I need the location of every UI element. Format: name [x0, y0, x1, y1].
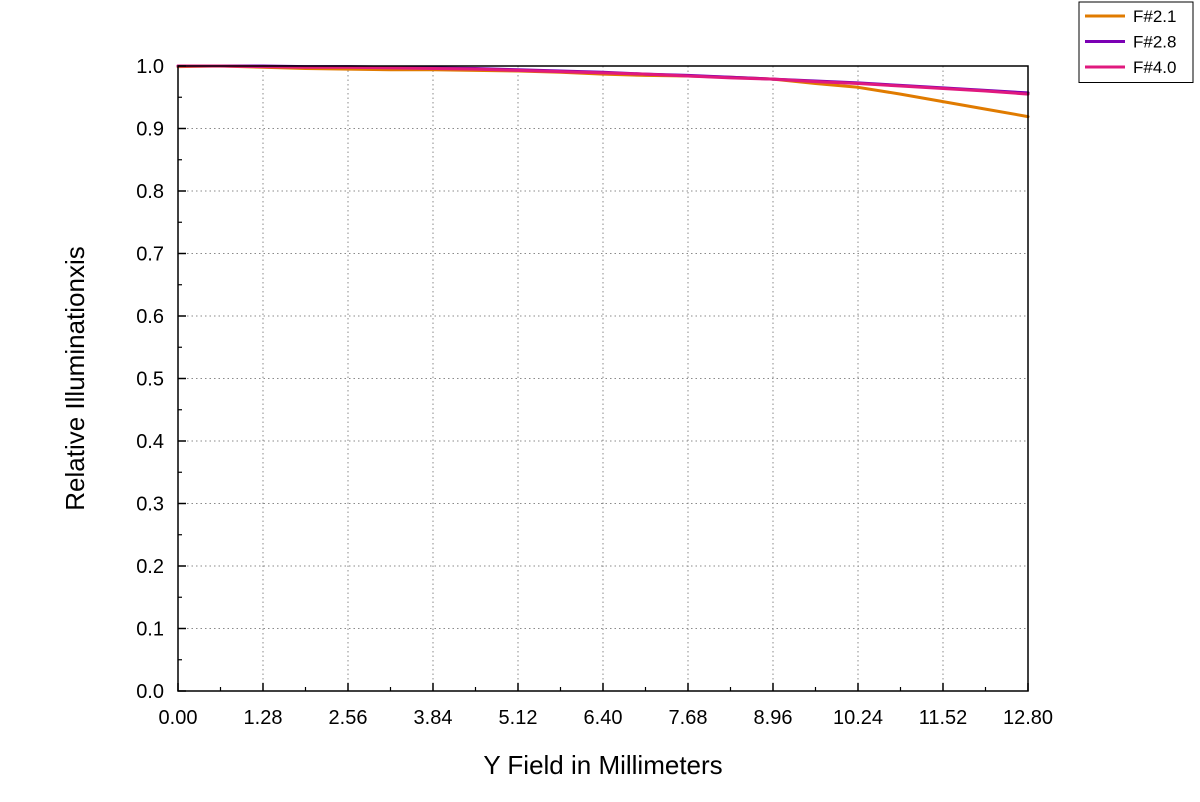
y-tick-label: 0.8 [136, 181, 164, 203]
x-tick-label: 1.28 [244, 707, 283, 729]
x-tick-label: 7.68 [669, 707, 708, 729]
x-tick-label: 0.00 [159, 707, 198, 729]
legend-label: F#4.0 [1133, 58, 1176, 77]
series-line-3 [176, 64, 1030, 96]
series-lines [176, 64, 1030, 119]
x-tick-label: 6.40 [584, 707, 623, 729]
y-tick-label: 1.0 [136, 56, 164, 78]
y-tick-label: 0.6 [136, 306, 164, 328]
y-tick-label: 0.1 [136, 619, 164, 641]
y-tick-label: 0.7 [136, 244, 164, 266]
x-tick-label: 2.56 [329, 707, 368, 729]
axis-ticks [177, 65, 1029, 692]
y-axis-title: Relative Illuminationxis [60, 246, 90, 510]
y-tick-label: 0.9 [136, 119, 164, 141]
y-tick-label: 0.4 [136, 431, 164, 453]
y-tick-label: 0.0 [136, 681, 164, 703]
x-tick-label: 10.24 [833, 707, 883, 729]
legend: F#2.1 F#2.8 F#4.0 [1078, 1, 1194, 83]
legend-label: F#2.1 [1133, 7, 1176, 26]
x-tick-label: 12.80 [1003, 707, 1053, 729]
x-tick-label: 5.12 [499, 707, 538, 729]
x-axis-title: Y Field in Millimeters [483, 750, 722, 780]
x-tick-label: 8.96 [754, 707, 793, 729]
y-tick-labels: 0.0 0.1 0.2 0.3 0.4 0.5 0.6 0.7 0.8 0.9 1.0 [136, 56, 164, 703]
x-tick-labels: 0.00 1.28 2.56 3.84 5.12 6.40 7.68 8.96 10.24 11.… [159, 707, 1054, 729]
y-tick-label: 0.2 [136, 556, 164, 578]
grid-lines [178, 66, 1028, 691]
x-tick-label: 3.84 [414, 707, 453, 729]
y-tick-label: 0.5 [136, 369, 164, 391]
x-tick-label: 11.52 [919, 707, 968, 729]
legend-label: F#2.8 [1133, 33, 1176, 52]
y-tick-label: 0.3 [136, 494, 164, 516]
